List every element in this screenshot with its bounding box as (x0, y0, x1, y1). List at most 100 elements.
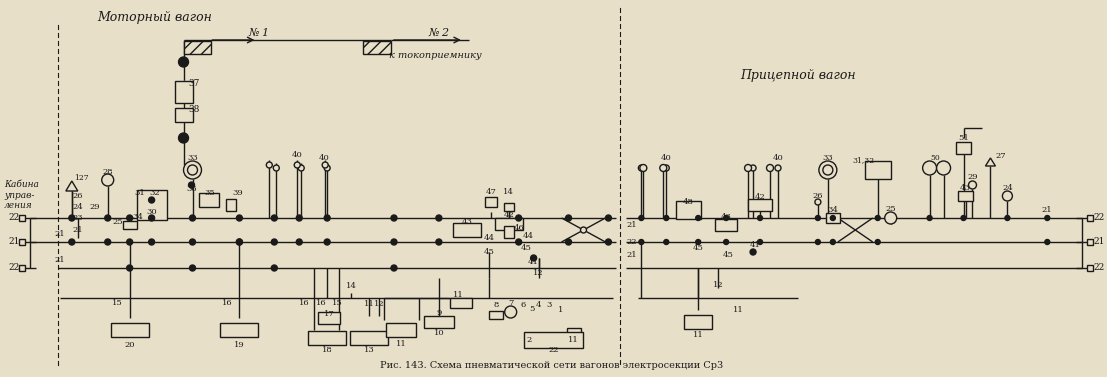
Circle shape (69, 215, 75, 221)
Bar (955, 142, 972, 154)
Circle shape (187, 165, 197, 175)
Text: 21: 21 (1094, 238, 1105, 247)
Circle shape (126, 265, 133, 271)
Bar (175, 81, 193, 103)
Bar (199, 193, 219, 207)
Circle shape (566, 215, 571, 221)
Text: 34: 34 (132, 213, 143, 221)
Text: 47: 47 (485, 188, 496, 196)
Text: 15: 15 (332, 299, 342, 307)
Text: 18: 18 (322, 346, 332, 354)
Bar (1087, 215, 1094, 221)
Circle shape (1045, 216, 1049, 221)
Bar (1087, 265, 1094, 271)
Circle shape (271, 265, 277, 271)
Text: 10: 10 (434, 329, 444, 337)
Circle shape (663, 165, 670, 171)
Bar (424, 316, 454, 328)
Text: 26: 26 (813, 192, 824, 200)
Text: 31,32: 31,32 (852, 156, 875, 164)
Bar (184, 40, 211, 54)
Circle shape (745, 164, 752, 172)
Text: 25: 25 (886, 205, 896, 213)
Circle shape (969, 181, 976, 189)
Bar (363, 40, 391, 54)
Text: 19: 19 (234, 341, 245, 349)
Bar (175, 108, 193, 122)
Bar (748, 199, 772, 211)
Text: 12: 12 (713, 281, 724, 289)
Bar (19, 239, 25, 245)
Text: 26: 26 (73, 192, 83, 200)
Text: 22: 22 (9, 264, 20, 273)
Text: 1: 1 (558, 306, 563, 314)
Circle shape (294, 162, 300, 168)
Circle shape (297, 239, 302, 245)
Circle shape (237, 239, 242, 245)
Text: 21: 21 (54, 230, 65, 238)
Text: 12: 12 (374, 300, 384, 308)
Bar (524, 332, 583, 348)
Text: № 2: № 2 (428, 28, 449, 38)
Circle shape (830, 216, 836, 221)
Circle shape (69, 239, 75, 245)
Circle shape (267, 162, 272, 168)
Text: 44: 44 (484, 234, 494, 242)
Text: 22: 22 (1094, 264, 1105, 273)
Text: 41: 41 (528, 258, 539, 266)
Circle shape (516, 239, 521, 245)
Text: 42: 42 (755, 193, 765, 201)
Circle shape (1005, 216, 1010, 221)
Circle shape (298, 165, 304, 171)
Text: 22: 22 (627, 238, 637, 246)
Circle shape (639, 165, 644, 171)
Circle shape (516, 215, 521, 221)
Circle shape (639, 216, 644, 221)
Circle shape (640, 164, 646, 172)
Circle shape (322, 162, 328, 168)
Circle shape (102, 174, 114, 186)
Text: 43: 43 (960, 184, 971, 192)
Bar (350, 331, 387, 345)
Circle shape (830, 239, 836, 245)
Circle shape (823, 165, 832, 175)
Text: 34: 34 (827, 206, 838, 214)
Bar (308, 331, 346, 345)
Text: 16: 16 (223, 299, 232, 307)
Text: 11: 11 (568, 336, 579, 344)
Text: 44: 44 (524, 232, 535, 240)
Text: 12: 12 (534, 269, 544, 277)
Text: 50: 50 (931, 154, 941, 162)
Circle shape (664, 239, 669, 245)
Bar (485, 197, 497, 207)
Bar (227, 199, 237, 211)
Circle shape (237, 239, 242, 245)
Bar (684, 315, 712, 329)
Circle shape (1003, 191, 1013, 201)
Polygon shape (65, 181, 77, 191)
Bar (865, 161, 891, 179)
Text: 9: 9 (436, 309, 442, 317)
Circle shape (580, 227, 587, 233)
Text: 39: 39 (232, 189, 242, 197)
Circle shape (148, 215, 155, 221)
Text: 36: 36 (186, 185, 197, 193)
Text: 45: 45 (520, 244, 531, 252)
Bar (826, 213, 840, 223)
Bar (567, 328, 580, 336)
Text: 25: 25 (113, 218, 123, 226)
Circle shape (324, 215, 330, 221)
Text: 4: 4 (536, 301, 541, 309)
Circle shape (188, 182, 195, 188)
Text: 13: 13 (364, 346, 374, 354)
Bar (504, 203, 514, 211)
Circle shape (815, 199, 821, 205)
Circle shape (126, 239, 133, 245)
Text: 3: 3 (546, 301, 551, 309)
Circle shape (876, 239, 880, 245)
Text: 30: 30 (146, 208, 157, 216)
Text: 16: 16 (299, 299, 310, 307)
Circle shape (816, 216, 820, 221)
Circle shape (937, 161, 951, 175)
Text: 14: 14 (345, 282, 356, 290)
